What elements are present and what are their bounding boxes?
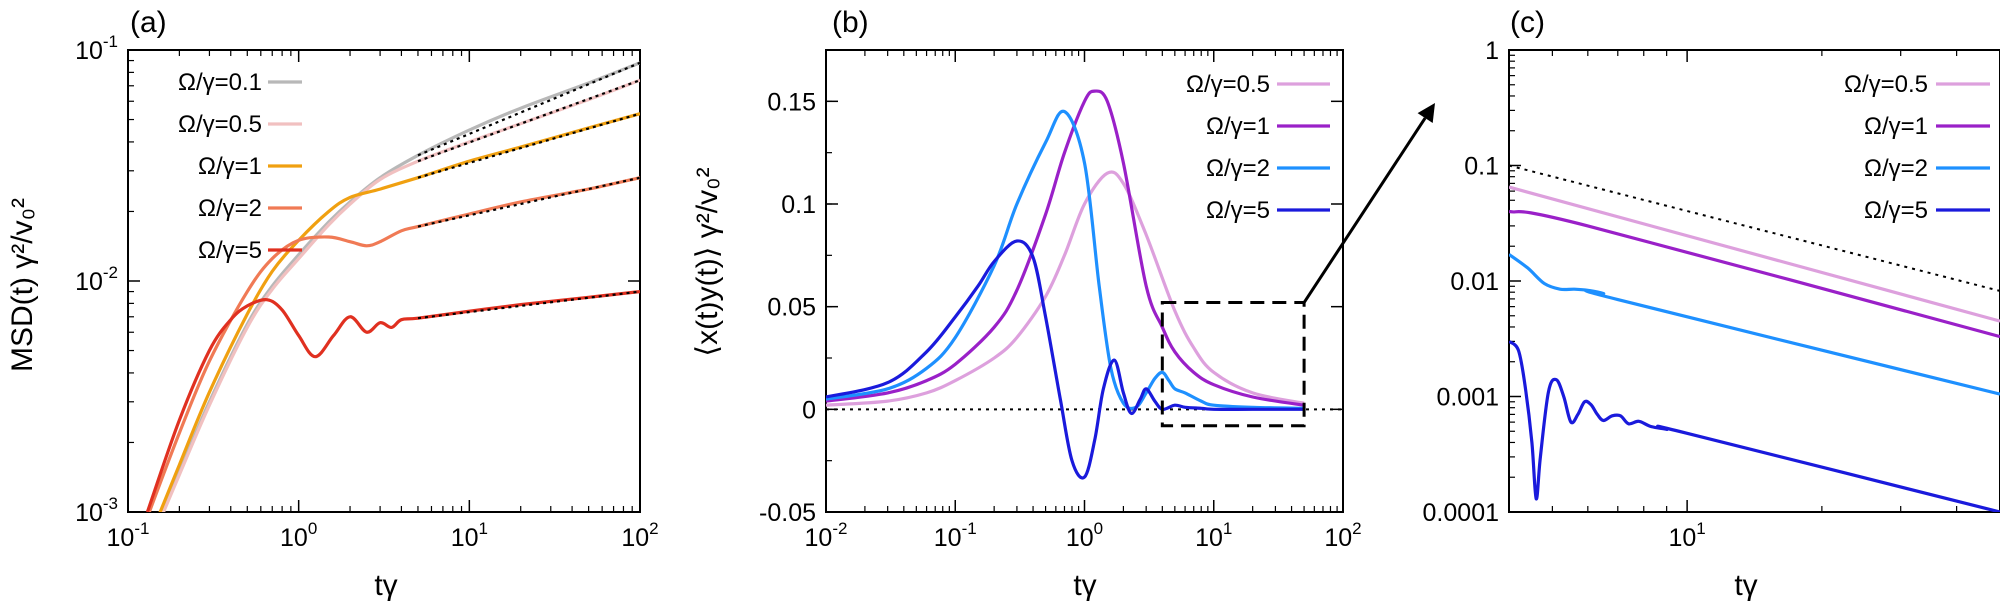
legend-label-a: Ω/γ=0.5 bbox=[178, 111, 262, 138]
series-line-a bbox=[145, 290, 640, 512]
series-line-a bbox=[161, 78, 640, 512]
plot-area-c: 101 0.0001 0.001 0.01 0.1 1 Ω/γ=0.5 Ω/γ=1 Ω/γ=2 Ω… bbox=[1423, 37, 2000, 552]
fit-line-a bbox=[417, 176, 640, 228]
zoom-arrow bbox=[1302, 103, 1435, 304]
legend-label-c: Ω/γ=1 bbox=[1864, 113, 1928, 140]
arrow-shaft bbox=[1302, 117, 1427, 304]
legend-label-c: Ω/γ=5 bbox=[1864, 197, 1928, 224]
yaxis-label-b: ⟨x(t)y(t)⟩ γ²/v₀² bbox=[691, 167, 724, 356]
y-tick-label-a: 10-3 bbox=[75, 494, 118, 527]
x-tick-label-b: 10-2 bbox=[805, 519, 848, 552]
legend-label-c: Ω/γ=2 bbox=[1864, 155, 1928, 182]
x-tick-label-a: 100 bbox=[280, 519, 317, 552]
y-tick-label-b: 0.1 bbox=[781, 191, 816, 219]
yaxis-label-a: MSD(t) γ²/v₀² bbox=[6, 198, 39, 372]
series-group-c bbox=[1509, 185, 2000, 512]
series-line-a bbox=[147, 176, 640, 512]
y-tick-label-a: 10-2 bbox=[75, 263, 118, 296]
arrow-head bbox=[1417, 103, 1435, 123]
panel-label-c: (c) bbox=[1510, 6, 1545, 39]
y-tick-label-c: 0.01 bbox=[1450, 268, 1499, 296]
panel-label-b: (b) bbox=[832, 6, 869, 39]
x-tick-label-b: 102 bbox=[1324, 519, 1361, 552]
series-line-c bbox=[1509, 185, 2000, 323]
y-tick-label-c: 0.1 bbox=[1464, 153, 1499, 181]
series-line-b bbox=[826, 239, 1305, 480]
series-line-c bbox=[1509, 253, 2000, 396]
x-tick-label-b: 101 bbox=[1195, 519, 1232, 552]
y-tick-label-c: 0.0001 bbox=[1423, 499, 1499, 527]
legend-label-b: Ω/γ=1 bbox=[1206, 113, 1270, 140]
fit-line-a bbox=[417, 79, 640, 163]
x-tick-label-a: 101 bbox=[451, 519, 488, 552]
y-tick-label-b: 0.05 bbox=[767, 294, 816, 322]
series-line-c bbox=[1509, 209, 2000, 339]
xaxis-label-b: tγ bbox=[1073, 569, 1096, 602]
legend-label-b: Ω/γ=2 bbox=[1206, 155, 1270, 182]
panel-label-a: (a) bbox=[130, 6, 167, 39]
y-tick-label-c: 1 bbox=[1485, 37, 1499, 65]
x-tick-label-a: 102 bbox=[621, 519, 658, 552]
series-line-b bbox=[826, 89, 1305, 407]
x-tick-label-c: 101 bbox=[1668, 519, 1705, 552]
fit-line-a bbox=[417, 290, 640, 320]
fit-line-a bbox=[417, 61, 640, 157]
legend-label-a: Ω/γ=1 bbox=[198, 153, 262, 180]
series-group-a bbox=[145, 61, 640, 512]
xaxis-label-a: tγ bbox=[374, 569, 397, 602]
y-tick-label-b: 0.15 bbox=[767, 88, 816, 116]
series-line-b bbox=[826, 170, 1305, 407]
ref-group-c bbox=[1509, 164, 2000, 292]
series-line-b bbox=[826, 109, 1305, 411]
x-tick-label-b: 100 bbox=[1066, 519, 1103, 552]
legend-label-a: Ω/γ=0.1 bbox=[178, 69, 262, 96]
plot-area-a: 10-1 100 101 102 10-3 10-2 10-1 Ω/γ=0.1 Ω/γ=0.5 Ω… bbox=[75, 32, 659, 552]
y-tick-label-c: 0.001 bbox=[1436, 384, 1499, 412]
legend-label-c: Ω/γ=0.5 bbox=[1844, 71, 1928, 98]
x-tick-label-b: 10-1 bbox=[934, 519, 977, 552]
series-group-b bbox=[826, 89, 1305, 480]
legend-label-b: Ω/γ=0.5 bbox=[1186, 71, 1270, 98]
xaxis-label-c: tγ bbox=[1734, 569, 1757, 602]
legend-label-a: Ω/γ=2 bbox=[198, 195, 262, 222]
inset-box-b bbox=[1160, 301, 1306, 428]
plot-area-b: 10-2 10-1 100 101 102 -0.05 0 0.05 0.1 0.15 Ω/γ=0.… bbox=[759, 49, 1362, 552]
panel-b: (b) tγ ⟨x(t)y(t)⟩ γ²/v₀² 10-2 10-1 100 101 1… bbox=[691, 6, 1362, 602]
y-tick-label-a: 10-1 bbox=[75, 32, 118, 65]
series-line-c bbox=[1509, 340, 2000, 512]
legend-label-a: Ω/γ=5 bbox=[198, 237, 262, 264]
series-line-a bbox=[158, 112, 640, 512]
y-tick-label-b: -0.05 bbox=[759, 499, 816, 527]
panel-a: (a) tγ MSD(t) γ²/v₀² 10-1 100 101 10210-310… bbox=[6, 6, 659, 602]
y-tick-label-b: 0 bbox=[802, 396, 816, 424]
x-tick-label-a: 10-1 bbox=[107, 519, 150, 552]
reference-line-c bbox=[1509, 164, 2000, 292]
legend-label-b: Ω/γ=5 bbox=[1206, 197, 1270, 224]
panel-c: (c) tγ 101 0.0001 0.001 0.01 0.1 1 Ω/γ=0.5 Ω/γ=… bbox=[1423, 6, 2000, 602]
